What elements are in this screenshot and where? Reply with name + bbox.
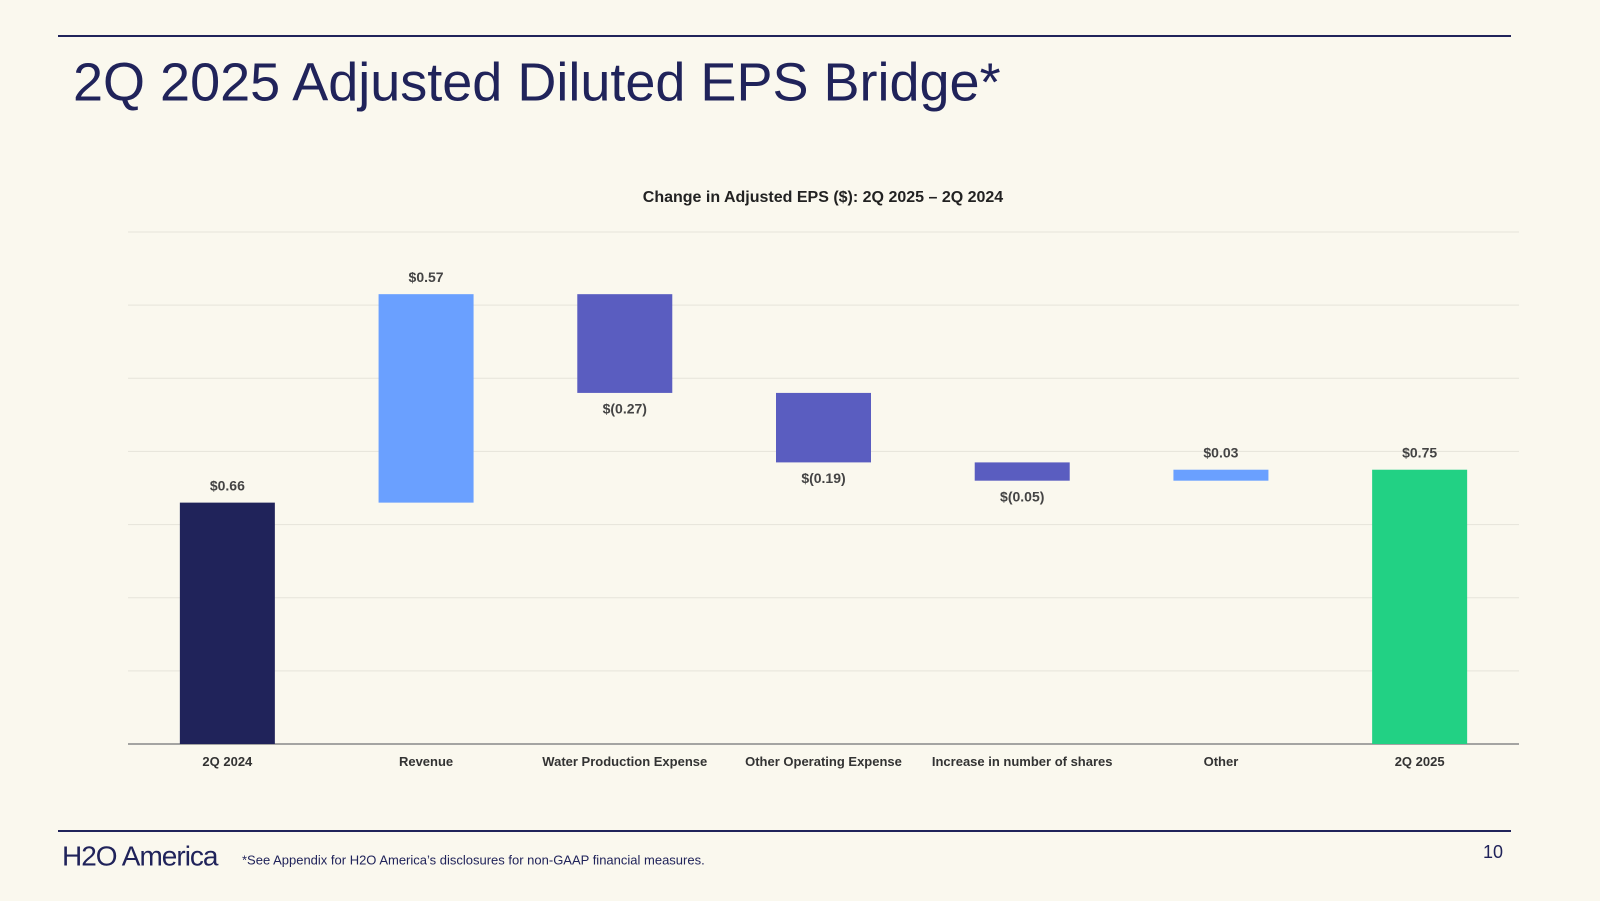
x-tick-label-box: Water Production Expense [542,754,708,769]
value-label: $0.57 [409,269,444,285]
value-label: $(0.19) [801,470,845,486]
bar [776,392,871,463]
logo: H2O America [62,840,219,871]
x-tick-label: Other [1203,754,1239,769]
chart-title: Change in Adjusted EPS ($): 2Q 2025 – 2Q… [643,189,1004,206]
x-tick-label: Revenue [398,754,454,769]
x-tick-label-box: 2Q 2024 [202,754,253,769]
x-tick-label: Water Production Expense [542,754,708,769]
x-tick-label: Other Operating Expense [745,754,902,769]
x-tick-label-box: Revenue [398,754,454,769]
footnote: *See Appendix for H2O America’s disclosu… [242,852,705,867]
x-tick-label: 2Q 2024 [202,754,253,769]
value-label: $0.03 [1203,444,1238,460]
page-number: 10 [1483,842,1503,862]
x-tick-label-box: 2Q 2025 [1394,754,1445,769]
value-label: $(0.27) [603,401,647,417]
x-tick-label: Increase in number of shares [931,754,1113,769]
bar [577,294,673,393]
slide-title: 2Q 2025 Adjusted Diluted EPS Bridge* [73,52,1001,112]
x-tick-label-box: Other [1203,754,1239,769]
bar [974,462,1070,481]
x-tick-label-box: Other Operating Expense [745,754,902,769]
bar [179,502,275,744]
bar [1173,469,1269,481]
value-label: $0.66 [210,477,245,493]
value-label: $(0.05) [1000,488,1044,504]
x-tick-label: 2Q 2025 [1394,754,1445,769]
bar [1372,469,1468,744]
value-label: $0.75 [1402,444,1437,460]
x-tick-label-box: Increase in number of shares [931,754,1113,769]
bar [378,294,474,503]
